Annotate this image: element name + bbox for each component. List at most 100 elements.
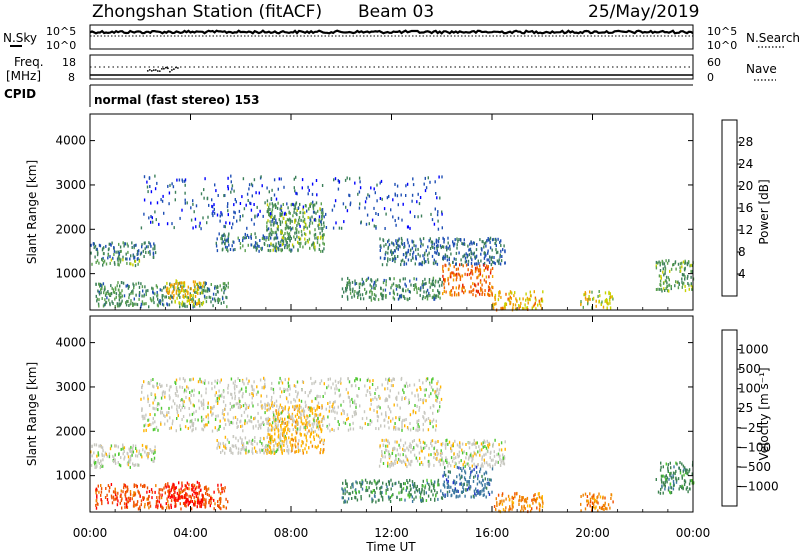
echo-cell [401, 428, 403, 432]
echo-cell [189, 378, 191, 382]
echo-cell [190, 378, 192, 382]
echo-cell [469, 476, 471, 479]
echo-cell [428, 280, 430, 284]
echo-cell [269, 220, 271, 224]
echo-cell [415, 443, 418, 447]
echo-cell [388, 238, 390, 242]
echo-cell [410, 460, 412, 464]
echo-cell [288, 217, 291, 221]
echo-cell [184, 378, 186, 382]
echo-cell [361, 426, 363, 430]
echo-cell [367, 193, 369, 197]
echo-cell [485, 244, 487, 248]
echo-cell [387, 259, 389, 263]
echo-cell [194, 491, 196, 495]
echo-cell [111, 501, 114, 505]
echo-cell [373, 206, 375, 210]
echo-cell [424, 176, 426, 180]
echo-cell [282, 431, 284, 435]
echo-cell [256, 451, 258, 454]
echo-cell [394, 219, 396, 223]
echo-cell [454, 439, 456, 443]
echo-cell [211, 497, 213, 501]
echo-cell [386, 444, 389, 448]
echo-cell [407, 248, 410, 252]
echo-cell [118, 291, 121, 295]
echo-cell [586, 503, 589, 507]
echo-cell [691, 285, 693, 289]
echo-cell [665, 477, 667, 481]
echo-cell [250, 236, 252, 240]
echo-cell [288, 448, 290, 452]
echo-cell [153, 456, 156, 460]
echo-cell [411, 480, 414, 484]
echo-cell [480, 492, 482, 496]
echo-cell [293, 177, 295, 181]
echo-cell [146, 185, 149, 189]
echo-cell [399, 459, 401, 463]
echo-cell [412, 183, 415, 187]
echo-cell [150, 378, 152, 382]
echo-cell [404, 448, 406, 452]
echo-cell [416, 200, 418, 204]
echo-cell [198, 281, 201, 285]
echo-cell [394, 447, 396, 451]
echo-cell [242, 236, 245, 240]
echo-cell [216, 402, 219, 405]
echo-cell [465, 252, 467, 256]
echo-cell [222, 286, 225, 290]
echo-cell [357, 291, 360, 295]
echo-cell [443, 470, 446, 474]
echo-cell [124, 455, 126, 459]
echo-cell [337, 420, 339, 424]
echo-cell [522, 297, 524, 301]
echo-cell [483, 458, 485, 462]
echo-cell [269, 441, 272, 445]
echo-cell [132, 254, 135, 258]
echo-cell [439, 296, 441, 300]
echo-cell [219, 284, 221, 288]
echo-cell [307, 240, 309, 244]
echo-cell [509, 505, 511, 509]
echo-cell [433, 463, 435, 467]
echo-cell [152, 247, 154, 251]
echo-cell [470, 262, 473, 265]
echo-cell [437, 440, 439, 443]
echo-cell [267, 227, 270, 231]
echo-cell [389, 500, 392, 503]
echo-cell [499, 457, 501, 461]
echo-cell [284, 405, 286, 409]
echo-cell [278, 218, 280, 222]
echo-cell [155, 407, 157, 411]
echo-cell [286, 202, 288, 206]
echo-cell [199, 304, 201, 308]
echo-cell [376, 278, 379, 282]
echo-cell [227, 202, 229, 206]
echo-cell [446, 481, 448, 485]
echo-cell [277, 201, 279, 205]
echo-cell [126, 299, 128, 303]
echo-cell [284, 243, 286, 247]
nave-point [158, 70, 161, 72]
echo-cell [380, 424, 382, 428]
echo-cell [477, 463, 479, 466]
echo-cell [275, 236, 277, 240]
echo-cell [98, 261, 100, 265]
echo-cell [280, 177, 282, 181]
echo-cell [221, 449, 224, 453]
echo-cell [307, 420, 310, 424]
echo-cell [599, 506, 601, 510]
echo-cell [525, 500, 528, 504]
echo-cell [282, 407, 285, 411]
echo-cell [488, 238, 491, 242]
echo-cell [445, 478, 448, 482]
echo-cell [398, 416, 400, 420]
echo-cell [104, 451, 107, 455]
echo-cell [118, 295, 121, 299]
echo-cell [524, 507, 526, 511]
echo-cell [374, 491, 376, 495]
echo-cell [437, 295, 440, 299]
echo-cell [422, 479, 424, 483]
echo-cell [321, 184, 324, 187]
echo-cell [352, 400, 354, 404]
